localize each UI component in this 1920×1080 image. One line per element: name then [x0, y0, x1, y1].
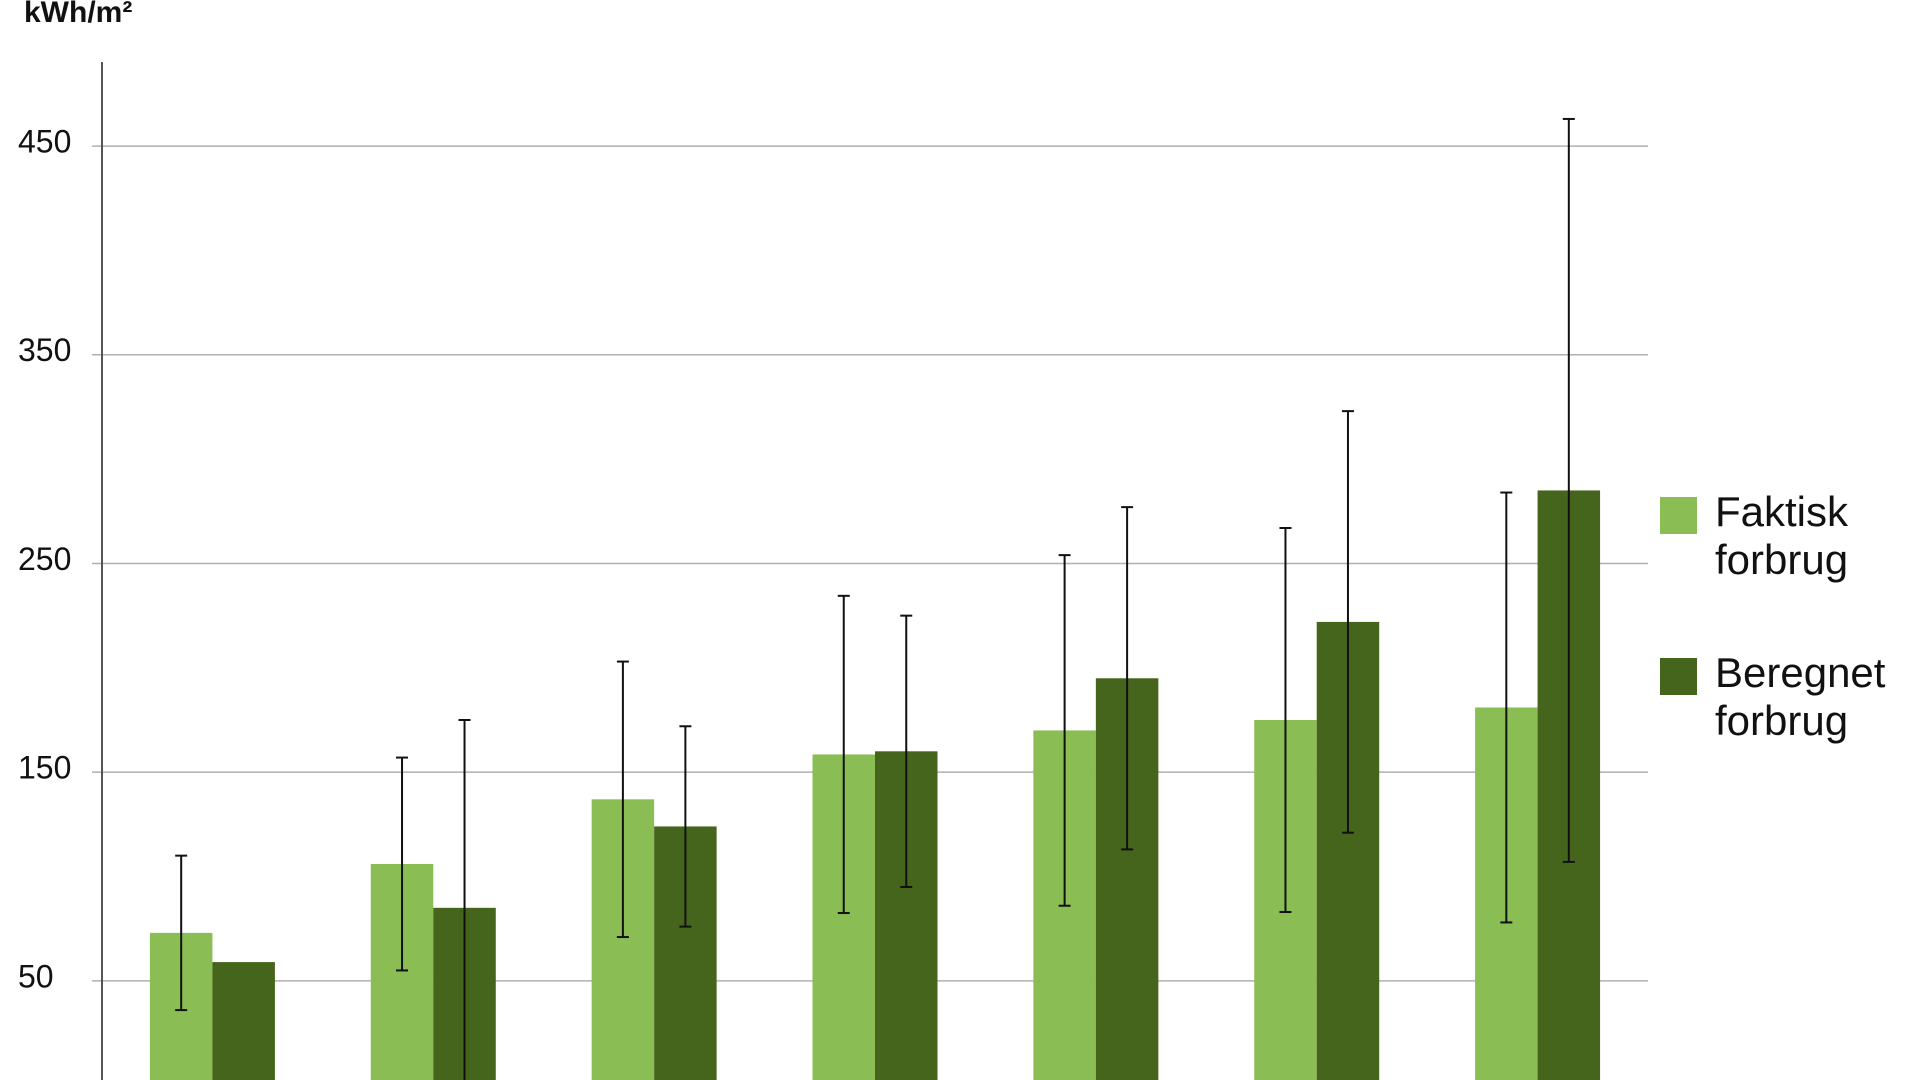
legend-swatch — [1660, 658, 1697, 695]
y-tick-label: 50 — [18, 958, 54, 994]
error-bar — [1341, 410, 1354, 834]
y-axis-label: kWh/m² — [24, 0, 132, 29]
bar — [212, 962, 275, 1080]
legend-swatch — [1660, 497, 1697, 534]
legend-label: Faktisk forbrug — [1715, 488, 1849, 583]
error-bar — [175, 854, 188, 1012]
y-tick-label: 450 — [18, 124, 71, 160]
y-tick-label: 150 — [18, 750, 71, 786]
error-bar — [1279, 527, 1292, 913]
y-tick-label: 250 — [18, 541, 71, 577]
error-bar — [900, 614, 913, 888]
error-bar — [679, 725, 692, 928]
error-bar — [616, 660, 629, 939]
y-tick-label: 350 — [18, 332, 71, 368]
error-bar — [396, 756, 409, 972]
error-bar — [458, 719, 471, 1080]
error-bar — [1562, 117, 1575, 863]
error-bar — [1058, 554, 1071, 907]
legend-label: Beregnet forbrug — [1715, 649, 1886, 744]
error-bar — [1121, 506, 1134, 851]
error-bar — [837, 594, 850, 915]
error-bar — [1500, 491, 1513, 924]
